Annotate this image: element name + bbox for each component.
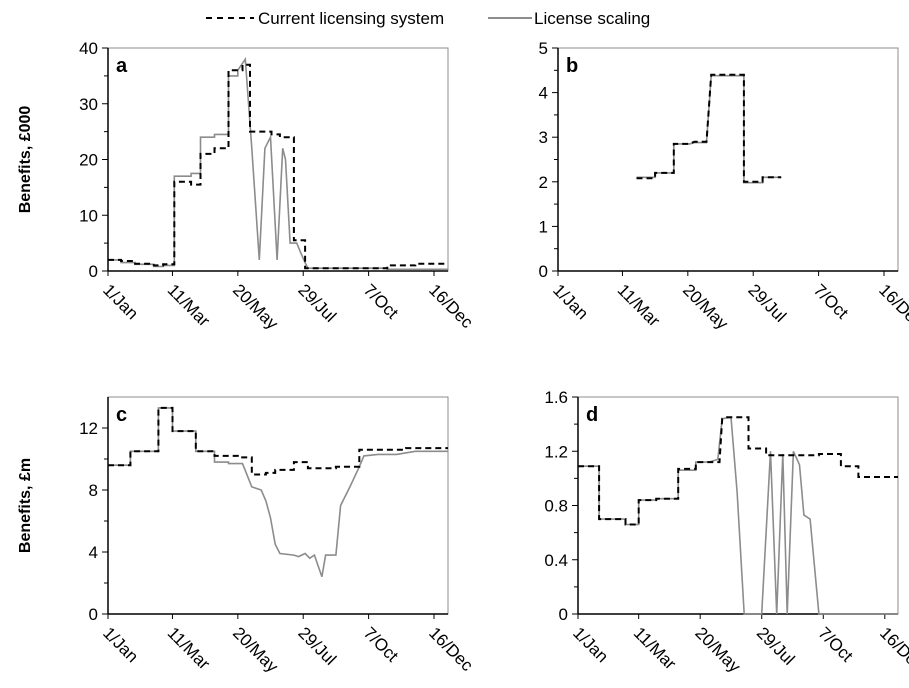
series-current-licensing [578,416,898,526]
legend-current-label: Current licensing system [258,9,444,28]
y-tick-label: 30 [79,95,98,114]
y-tick-label: 0 [539,262,548,281]
x-tick-label: 7/Oct [814,623,856,665]
x-tick-label: 20/May [229,623,282,676]
x-tick-label: 7/Oct [810,280,852,322]
x-tick-label: 11/Mar [164,280,214,330]
series-current-licensing [108,63,448,270]
x-tick-label: 11/Mar [164,623,214,673]
series-current-licensing [636,73,782,183]
y-tick-label: 8 [89,481,98,500]
x-tick-label: 29/Jul [744,280,790,326]
x-tick-label: 29/Jul [294,623,340,669]
y-tick-label: 40 [79,39,98,58]
y-tick-label: 0.8 [544,497,568,516]
x-tick-label: 16/Dec [876,623,909,675]
y-tick-label: 4 [539,84,548,103]
y-tick-label: 3 [539,128,548,147]
y-tick-label: 0 [89,262,98,281]
y-tick-label: 0 [559,605,568,624]
x-tick-label: 11/Mar [614,280,664,330]
series-current-licensing [108,406,448,476]
x-tick-label: 16/Dec [425,280,477,332]
x-tick-label: 16/Dec [425,623,477,675]
y-axis-label: Benefits, £m [17,458,34,553]
legend-scaling-label: License scaling [534,9,650,28]
panel-c: 0 4 8 12 1/Jan 11/Mar 20/May 29/Jul 7/Oct 16/Dec c… [17,396,477,677]
y-tick-label: 12 [79,419,98,438]
y-tick-label: 1.6 [544,388,568,407]
series-license-scaling [108,56,448,271]
series-license-scaling [578,416,898,615]
legend: Current licensing system License scaling [206,9,650,28]
y-tick-label: 5 [539,39,548,58]
x-tick-label: 1/Jan [99,623,142,666]
panel-label: d [586,404,598,426]
y-axis-label: Benefits, £000 [17,106,34,214]
panel-label: b [566,55,578,77]
y-tick-label: 2 [539,173,548,192]
x-tick-label: 1/Jan [569,623,612,666]
x-tick-label: 16/Dec [875,280,909,332]
panel-label: a [116,55,128,77]
y-tick-label: 1.2 [544,442,568,461]
y-tick-label: 10 [79,206,98,225]
y-tick-label: 0 [89,605,98,624]
x-tick-label: 7/Oct [360,623,402,665]
x-tick-label: 20/May [679,280,732,333]
panel-a: 0 10 20 30 40 1/Jan 11/Mar 20/May 29/Jul 7/Oct 16/… [17,39,477,334]
panel-label: c [116,404,127,426]
x-tick-label: 29/Jul [753,623,799,669]
y-tick-label: 20 [79,151,98,170]
x-tick-label: 7/Oct [360,280,402,322]
x-tick-label: 1/Jan [99,280,142,323]
x-tick-label: 29/Jul [294,280,340,326]
y-tick-label: 1 [539,217,548,236]
y-tick-label: 0.4 [544,551,568,570]
y-tick-label: 4 [89,543,98,562]
series-license-scaling [636,74,782,184]
x-tick-label: 20/May [691,623,744,676]
panel-d: 0 0.4 0.8 1.2 1.6 1/Jan 11/Mar 20/May 29/Jul 7/Oc… [544,388,909,677]
x-tick-label: 11/Mar [630,623,680,673]
x-tick-label: 20/May [229,280,282,333]
panel-b: 0 1 2 3 4 5 1/Jan 11/Mar 20/May 29/Jul 7/Oct 16/Dec… [539,39,909,334]
plot-frame [557,47,899,272]
series-license-scaling [108,407,448,578]
x-tick-label: 1/Jan [549,280,592,323]
